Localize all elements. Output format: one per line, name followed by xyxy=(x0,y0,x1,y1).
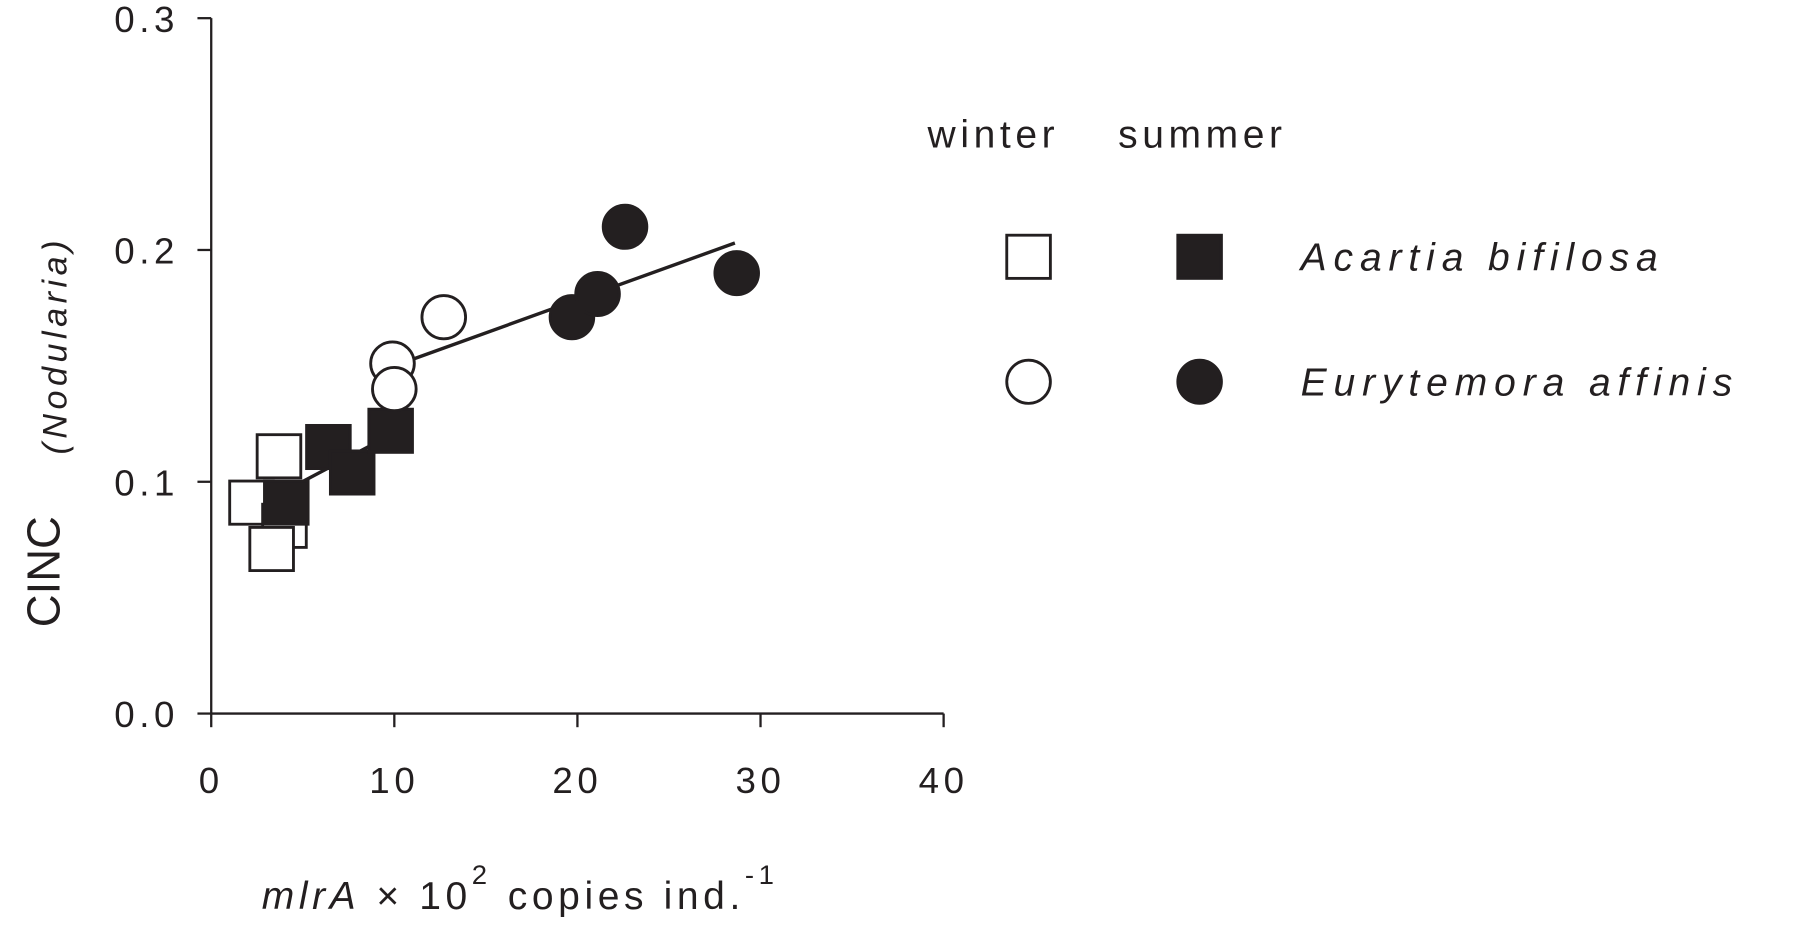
legend-column: summer xyxy=(1118,114,1286,157)
y-tick-label: 0.2 xyxy=(114,231,179,272)
x-tick-label: 10 xyxy=(369,760,419,801)
x-label-part: 2 xyxy=(472,859,492,890)
x-tick-label: 30 xyxy=(736,760,786,801)
legend-marker xyxy=(1176,358,1223,405)
x-label: mlrA × 102 copies ind.-1 xyxy=(262,859,779,918)
marker-square xyxy=(248,525,295,573)
y-label: CINC xyxy=(18,516,69,627)
legend-label: Eurytemora affinis xyxy=(1301,362,1739,405)
legend-marker xyxy=(1176,233,1223,280)
marker-circle xyxy=(371,366,418,413)
y-label-italic: (Nodularia) xyxy=(36,236,74,455)
marker-square xyxy=(328,449,376,496)
marker-circle xyxy=(601,203,649,250)
legend-marker xyxy=(1005,358,1052,405)
x-tick-label: 40 xyxy=(919,760,969,801)
x-label-part: -1 xyxy=(745,859,779,890)
marker-circle xyxy=(574,271,621,318)
marker-square xyxy=(263,479,310,526)
x-label-part: mlrA xyxy=(262,875,361,918)
x-label-part: copies ind. xyxy=(508,875,745,918)
marker-circle xyxy=(420,294,468,341)
marker-square xyxy=(255,433,303,480)
legend-column: winter xyxy=(927,114,1060,157)
legend-label: Acartia bifilosa xyxy=(1299,237,1665,280)
y-tick-label: 0.0 xyxy=(114,694,179,735)
marker-square xyxy=(367,407,414,454)
y-tick-label: 0.3 xyxy=(114,0,179,40)
legend-marker xyxy=(1005,233,1052,280)
x-label-part: × 10 xyxy=(376,875,471,918)
x-tick-label: 0 xyxy=(199,760,224,801)
x-tick-label: 20 xyxy=(552,760,602,801)
marker-circle xyxy=(713,250,760,297)
y-tick-label: 0.1 xyxy=(114,463,179,504)
